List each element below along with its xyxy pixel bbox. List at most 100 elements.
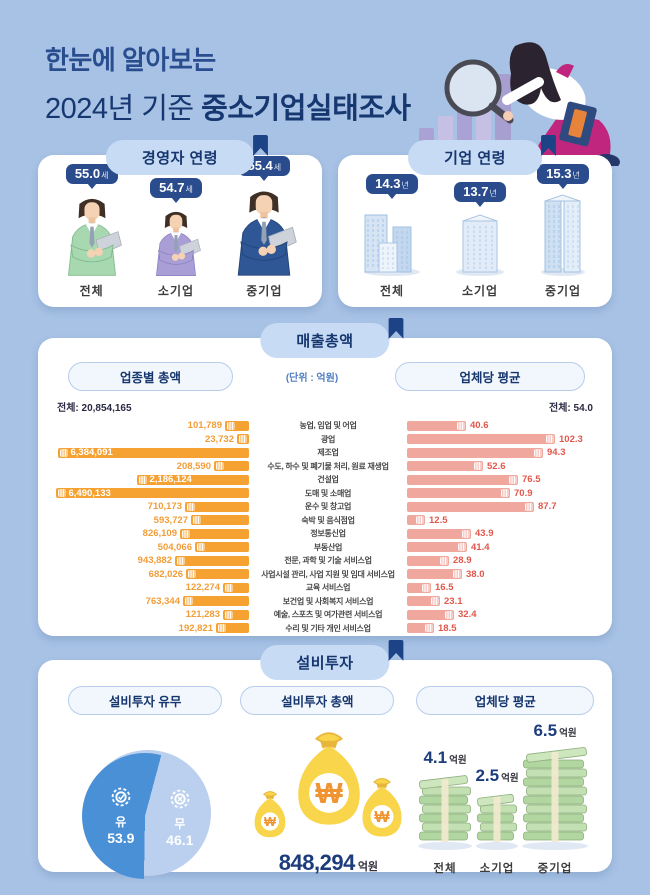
pie-label-yes: 유 53.9 <box>107 783 135 846</box>
industry-total-bar <box>223 582 249 593</box>
industry-row: 943,882 전문, 과학 및 기술 서비스업 28.9 <box>56 554 594 568</box>
industry-label: 수리 및 기타 개인 서비스업 <box>285 623 371 633</box>
coin-stack-icon <box>192 516 201 525</box>
businessman-navy-icon <box>238 191 298 276</box>
per-company-header: 업체당 평균 <box>395 362 585 391</box>
coin-stack-icon <box>430 597 439 606</box>
item-label: 전체 <box>379 284 405 298</box>
industry-total-value: 208,590 <box>176 460 211 472</box>
investment-avg-header: 업체당 평균 <box>416 686 594 715</box>
industry-row: 763,344 보건업 및 사회복지 서비스업 23.1 <box>56 595 594 609</box>
industry-total-bar <box>175 555 249 566</box>
coin-stack-icon <box>533 448 542 457</box>
money-stack-small-icon <box>474 789 520 855</box>
gear-x-icon <box>170 789 190 809</box>
industry-total-bar: 6,384,091 <box>58 447 249 459</box>
coin-stack-icon <box>186 502 195 511</box>
coin-stack-icon <box>57 489 66 498</box>
industry-label: 교육 서비스업 <box>305 583 351 593</box>
coin-stack-icon <box>184 597 193 606</box>
industry-average-bar <box>407 488 510 499</box>
page-title: 한눈에 알아보는 2024년 기준 중소기업실태조사 <box>45 40 411 127</box>
item-label: 전체 <box>79 284 104 298</box>
company-age-item-total: 14.3년 전체 <box>359 174 425 299</box>
industry-average-bar <box>407 623 434 634</box>
industry-total-bar <box>225 420 249 431</box>
industry-average-bar <box>407 596 440 607</box>
ceo-age-item-medium: 55.4세 중기업 <box>221 156 307 299</box>
title-year: 2024년 기준 <box>45 93 202 125</box>
industry-average-value: 94.3 <box>547 447 566 459</box>
coin-stack-icon <box>176 556 185 565</box>
money-stack-medium-icon <box>416 771 474 855</box>
item-label: 중기업 <box>544 284 582 298</box>
svg-text:₩: ₩ <box>374 808 390 826</box>
industry-total-bar: 2,186,124 <box>137 474 249 485</box>
item-label: 중기업 <box>246 284 283 298</box>
industry-average-value: 38.0 <box>466 568 485 580</box>
coin-stack-icon <box>59 448 68 457</box>
investment-yn-header: 설비투자 유무 <box>68 686 223 715</box>
bookmark-ribbon-icon <box>540 135 556 156</box>
ceo-age-item-small: 54.7세 소기업 <box>144 178 208 299</box>
industry-average-bar <box>407 447 543 458</box>
company-age-card: 기업 연령 14.3년 전체 13.7년 소기업 <box>338 135 612 307</box>
industry-average-value: 12.5 <box>429 514 448 526</box>
item-label: 소기업 <box>157 284 195 298</box>
investment-pie-block: 유 53.9 무 46.1 <box>56 746 241 879</box>
coin-stack-icon <box>217 624 226 633</box>
industry-total-bar <box>191 515 249 526</box>
money-stack-large-icon <box>520 744 590 855</box>
industry-row: 2,186,124 건설업 76.5 <box>56 473 594 487</box>
coin-stack-icon <box>457 543 466 552</box>
industry-total-value: 826,109 <box>142 528 177 540</box>
pie-label-no: 무 46.1 <box>166 785 194 848</box>
industry-label: 수도, 하수 및 폐기물 처리, 원료 재생업 <box>267 461 389 471</box>
industry-total-value: 593,727 <box>153 514 188 526</box>
industry-average-value: 43.9 <box>475 528 494 540</box>
industry-row: 504,066 부동산업 41.4 <box>56 541 594 555</box>
coin-stack-icon <box>238 435 247 444</box>
industry-average-value: 40.6 <box>470 420 489 432</box>
coin-stack-icon <box>456 421 465 430</box>
investment-total-header: 설비투자 총액 <box>240 686 395 715</box>
company-age-item-small: 13.7년 소기업 <box>451 182 509 299</box>
coin-stack-icon <box>461 529 470 538</box>
industry-row: 23,732 광업 102.3 <box>56 433 594 447</box>
value-tag: 13.7년 <box>454 182 506 202</box>
bookmark-ribbon-icon <box>388 640 404 661</box>
industry-average-value: 16.5 <box>435 582 454 594</box>
ceo-age-figures: 55.0세 전체 54.7세 <box>38 155 322 307</box>
industry-average-value: 76.5 <box>522 474 541 486</box>
coin-stack-icon <box>187 570 196 579</box>
industry-average-bar <box>407 609 454 620</box>
avg-item-medium: 6.5 억원 중기업 <box>520 721 590 876</box>
ceo-age-card: 경영자 연령 55.0세 전체 54.7세 <box>38 135 322 307</box>
investment-pie-chart: 유 53.9 무 46.1 <box>82 750 212 879</box>
industry-average-value: 87.7 <box>538 501 557 513</box>
industry-total-value: 710,173 <box>147 501 182 513</box>
industry-average-bar <box>407 582 431 593</box>
industry-row: 6,490,133 도매 및 소매업 70.9 <box>56 487 594 501</box>
money-bag-medium-icon: ₩ <box>362 778 402 837</box>
item-label: 소기업 <box>461 284 499 298</box>
industry-label: 건설업 <box>317 475 339 485</box>
businessman-green-icon <box>67 198 122 276</box>
industry-average-bar <box>407 515 425 526</box>
industry-total-value: 6,384,091 <box>70 447 113 459</box>
industry-total-value: 6,490,133 <box>68 487 111 499</box>
industry-total-bar <box>183 596 249 607</box>
coin-stack-icon <box>224 583 233 592</box>
industry-row: 121,283 예술, 스포츠 및 여가관련 서비스업 32.4 <box>56 608 594 622</box>
title-line2: 2024년 기준 중소기업실태조사 <box>45 85 411 127</box>
bookmark-ribbon-icon <box>388 318 404 339</box>
industry-label: 사업시설 관리, 사업 지원 및 임대 서비스업 <box>261 569 395 579</box>
industry-total-bar <box>216 623 249 634</box>
industry-total-bar <box>185 501 249 512</box>
coin-stack-icon <box>545 435 554 444</box>
industry-total-bar <box>237 434 249 445</box>
equipment-investment-card: 설비투자 설비투자 유무 설비투자 총액 업체당 평균 유 <box>38 640 612 879</box>
industry-label: 전문, 과학 및 기술 서비스업 <box>284 556 372 566</box>
title-line1: 한눈에 알아보는 <box>45 45 216 75</box>
